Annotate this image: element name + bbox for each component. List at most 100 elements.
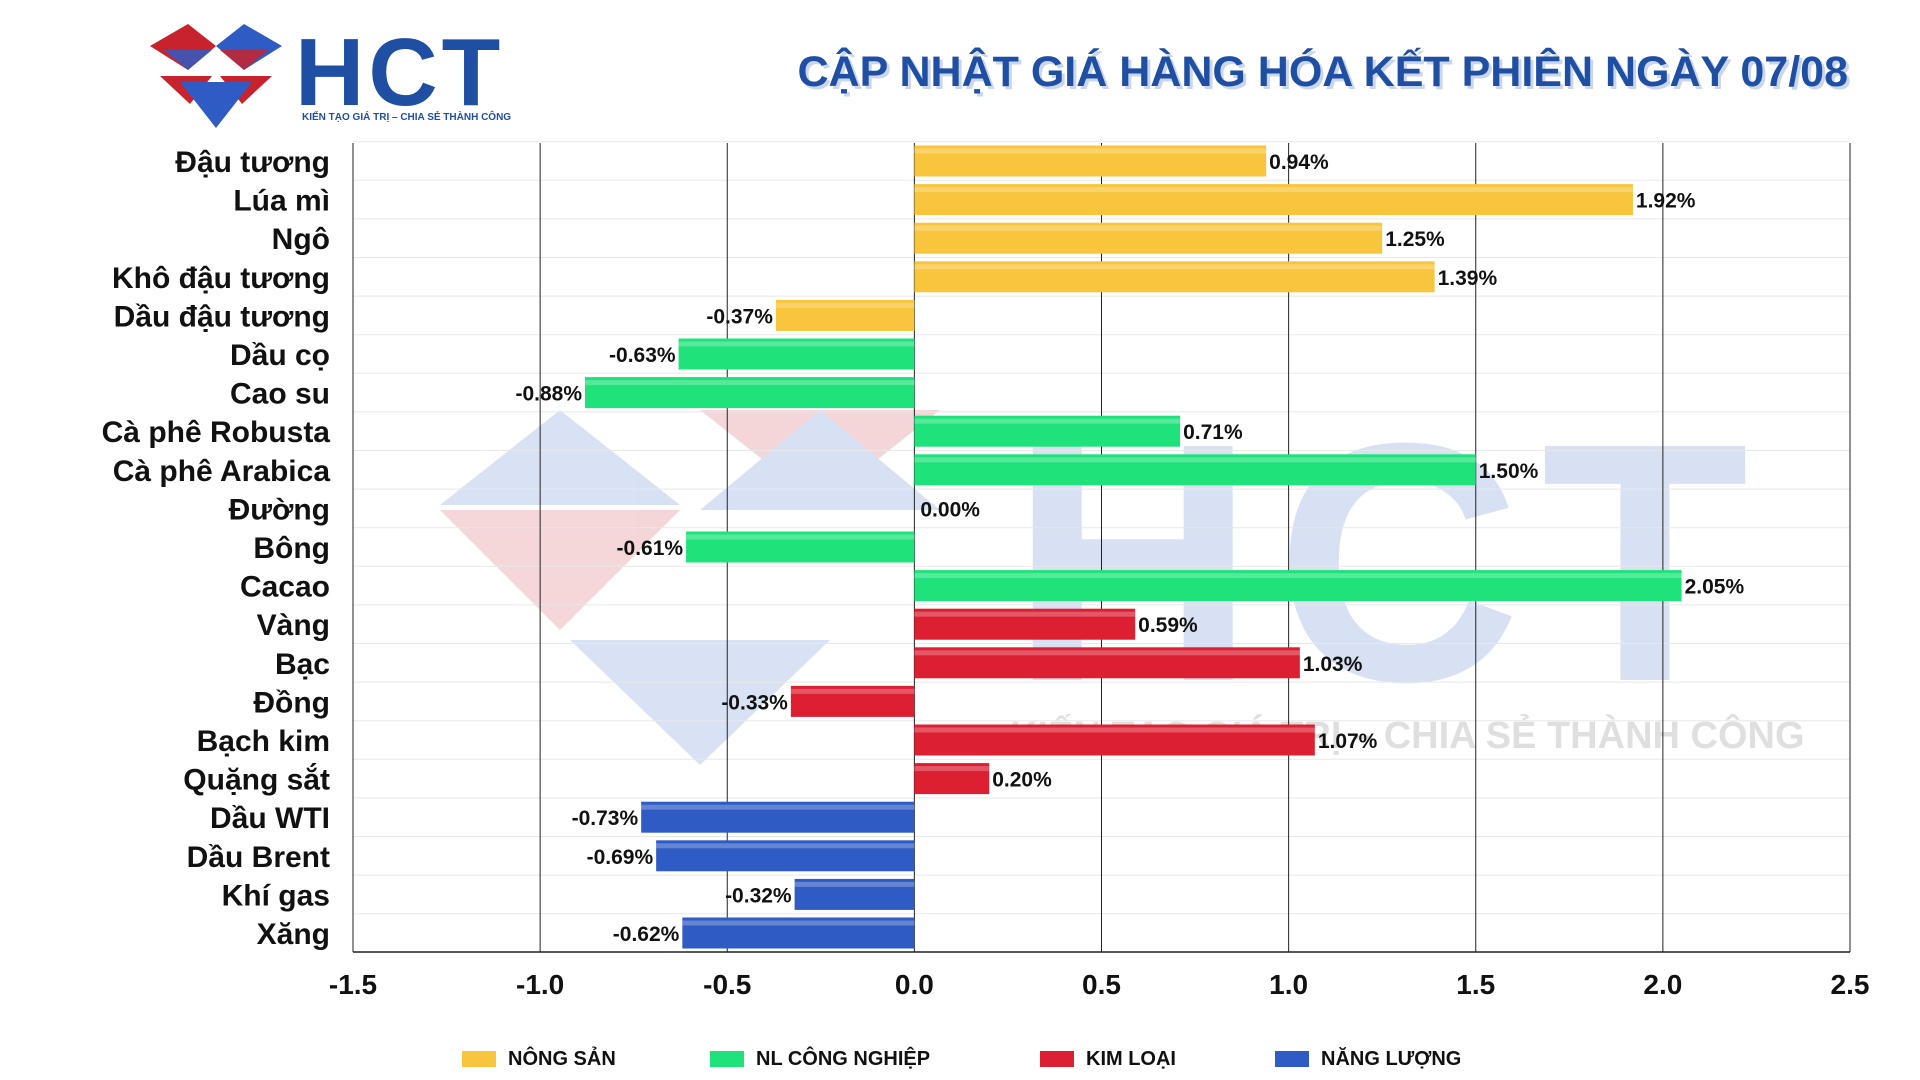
x-tick-label: 0.0 bbox=[895, 969, 934, 1000]
legend-item-kim-loai: KIM LOẠI bbox=[1040, 1046, 1176, 1072]
bar bbox=[914, 184, 1633, 216]
bar bbox=[914, 608, 1136, 640]
bar bbox=[775, 299, 915, 331]
bar-highlight bbox=[678, 341, 915, 347]
value-label: 0.94% bbox=[1269, 151, 1329, 174]
bar bbox=[656, 840, 915, 872]
bar bbox=[914, 763, 990, 795]
bar bbox=[682, 917, 915, 949]
bar-highlight bbox=[914, 650, 1300, 656]
category-label: Đồng bbox=[253, 686, 330, 719]
value-label: 1.50% bbox=[1479, 460, 1539, 483]
category-label: Cà phê Arabica bbox=[113, 455, 331, 488]
category-label: Dầu cọ bbox=[230, 339, 330, 372]
watermark-diamond-blue-right bbox=[700, 410, 940, 510]
category-label: Cà phê Robusta bbox=[102, 416, 331, 449]
bar bbox=[914, 570, 1682, 602]
bar-highlight bbox=[914, 727, 1315, 733]
legend-item-nl-cong-nghiep: NL CÔNG NGHIỆP bbox=[710, 1046, 930, 1072]
category-label: Khí gas bbox=[222, 879, 330, 912]
category-label: Cao su bbox=[230, 378, 330, 411]
bar-highlight bbox=[914, 225, 1383, 231]
value-label: 0.00% bbox=[920, 498, 980, 521]
value-label: -0.37% bbox=[706, 305, 773, 328]
value-label: 1.39% bbox=[1438, 267, 1498, 290]
x-tick-label: 2.5 bbox=[1831, 969, 1870, 1000]
value-label: 1.07% bbox=[1318, 730, 1378, 753]
category-label: Bạc bbox=[275, 648, 330, 681]
category-label: Đậu tương bbox=[175, 146, 330, 179]
logo-tagline: KIẾN TẠO GIÁ TRỊ – CHIA SẺ THÀNH CÔNG bbox=[302, 112, 512, 123]
bar-highlight bbox=[914, 611, 1136, 617]
bar-highlight bbox=[682, 920, 915, 926]
legend-label: NL CÔNG NGHIỆP bbox=[756, 1047, 931, 1070]
category-label: Lúa mì bbox=[233, 185, 330, 218]
bar bbox=[641, 801, 915, 833]
x-tick-label: 2.0 bbox=[1643, 969, 1682, 1000]
bar-highlight bbox=[914, 148, 1267, 154]
chart-legend: NÔNG SẢN NL CÔNG NGHIỆP KIM LOẠI NĂNG LƯ… bbox=[0, 1046, 1920, 1072]
value-label: 1.25% bbox=[1385, 228, 1445, 251]
bar bbox=[914, 724, 1315, 756]
legend-item-nang-luong: NĂNG LƯỢNG bbox=[1275, 1046, 1461, 1072]
bar-highlight bbox=[794, 881, 915, 887]
legend-swatch bbox=[710, 1051, 744, 1067]
bar bbox=[914, 222, 1383, 254]
category-label: Xăng bbox=[257, 918, 330, 951]
value-label: -0.62% bbox=[613, 923, 680, 946]
x-tick-label: 1.5 bbox=[1456, 969, 1495, 1000]
value-label: -0.69% bbox=[587, 846, 654, 869]
category-label: Dầu WTI bbox=[210, 802, 330, 835]
x-tick-label: -1.0 bbox=[516, 969, 564, 1000]
bar bbox=[790, 685, 915, 717]
bar bbox=[914, 647, 1300, 679]
chart-labels: -1.5 -1.0 -0.5 0.0 0.5 1.0 1.5 2.0 2.5 Đậu tương 0… bbox=[102, 146, 1870, 1000]
bar bbox=[914, 454, 1476, 486]
logo-wordmark: HCT bbox=[295, 19, 505, 126]
hct-diamond-logo-icon bbox=[150, 24, 282, 128]
legend-swatch bbox=[1040, 1051, 1074, 1067]
watermark-diamond-red-left bbox=[440, 510, 680, 630]
page-title: CẬP NHẬT GIÁ HÀNG HÓA KẾT PHIÊN NGÀY 07/… bbox=[797, 48, 1849, 96]
category-label: Vàng bbox=[257, 609, 330, 642]
watermark-diamond-red-right bbox=[700, 410, 940, 505]
value-label: -0.61% bbox=[617, 537, 684, 560]
x-tick-label: 0.5 bbox=[1082, 969, 1121, 1000]
category-label: Cacao bbox=[240, 571, 330, 604]
bar-highlight bbox=[914, 766, 990, 772]
bar bbox=[914, 261, 1435, 293]
bar bbox=[794, 878, 915, 910]
value-label: -0.33% bbox=[721, 691, 788, 714]
legend-label: KIM LOẠI bbox=[1086, 1047, 1176, 1070]
bar-highlight bbox=[775, 302, 915, 308]
value-label: -0.73% bbox=[572, 807, 639, 830]
watermark-diamond-bottom bbox=[570, 640, 830, 765]
bar-highlight bbox=[585, 380, 915, 386]
bar bbox=[678, 338, 915, 370]
category-label: Dầu đậu tương bbox=[114, 300, 330, 333]
x-tick-label: -0.5 bbox=[703, 969, 751, 1000]
value-label: 0.20% bbox=[992, 769, 1052, 792]
category-label: Quặng sắt bbox=[183, 763, 330, 797]
bar bbox=[914, 415, 1181, 447]
category-label: Bạch kim bbox=[197, 725, 330, 758]
x-tick-label: -1.5 bbox=[329, 969, 377, 1000]
legend-label: NÔNG SẢN bbox=[508, 1047, 616, 1070]
bar-highlight bbox=[914, 187, 1633, 193]
hct-logo: HCT KIẾN TẠO GIÁ TRỊ – CHIA SẺ THÀNH CÔN… bbox=[150, 18, 530, 133]
category-label: Đường bbox=[229, 493, 330, 526]
bar bbox=[585, 377, 915, 409]
bar-highlight bbox=[686, 534, 915, 540]
chart-bars bbox=[585, 145, 1682, 949]
value-label: -0.32% bbox=[725, 884, 792, 907]
watermark-diamond-blue-left bbox=[440, 410, 680, 505]
legend-swatch bbox=[1275, 1051, 1309, 1067]
value-label: 2.05% bbox=[1685, 576, 1745, 599]
legend-label: NĂNG LƯỢNG bbox=[1321, 1047, 1462, 1070]
legend-item-nong-san: NÔNG SẢN bbox=[462, 1046, 616, 1072]
category-label: Khô đậu tương bbox=[112, 262, 330, 295]
value-label: 0.59% bbox=[1138, 614, 1198, 637]
bar-highlight bbox=[641, 804, 915, 810]
bar bbox=[686, 531, 915, 563]
